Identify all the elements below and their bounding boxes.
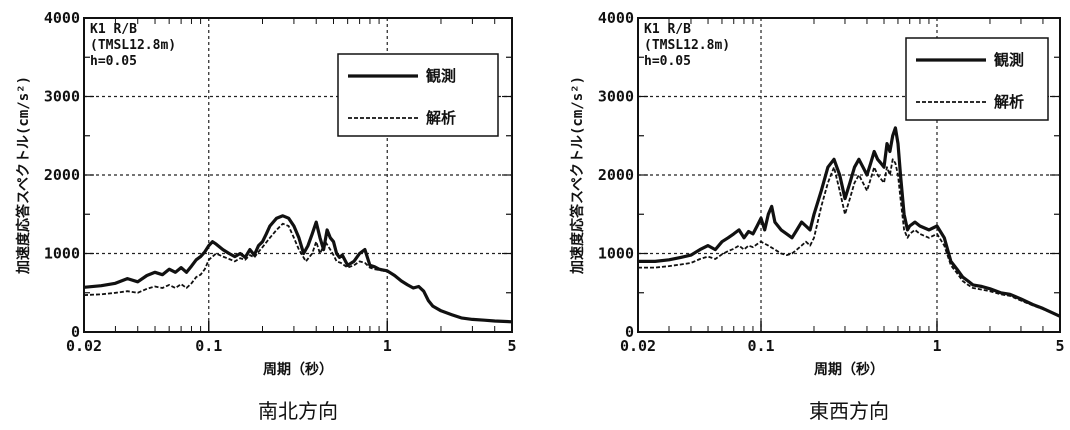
series-line-analysis bbox=[83, 222, 513, 323]
annotation-line: h=0.05 bbox=[90, 54, 137, 69]
x-tick-label: 1 bbox=[383, 337, 392, 355]
x-tick-label: 0.1 bbox=[195, 337, 222, 355]
y-tick-label: 0 bbox=[625, 323, 634, 341]
plot-frame bbox=[83, 17, 513, 333]
y-tick-label: 0 bbox=[71, 323, 80, 341]
legend-label: 観測 bbox=[994, 51, 1024, 69]
x-axis-label: 周期（秒） bbox=[814, 361, 884, 378]
x-tick-label: 5 bbox=[1055, 337, 1064, 355]
legend-label: 解析 bbox=[426, 109, 456, 127]
chart-caption: 東西方向 bbox=[809, 399, 889, 423]
legend-box bbox=[337, 53, 499, 137]
series-line-observed bbox=[83, 214, 513, 324]
x-axis-label: 周期（秒） bbox=[263, 361, 333, 378]
x-tick-label: 0.02 bbox=[620, 337, 656, 355]
legend-box bbox=[905, 37, 1049, 121]
legend-label: 観測 bbox=[426, 67, 456, 85]
annotation-line: (TMSL12.8m) bbox=[644, 38, 730, 53]
annotation-line: (TMSL12.8m) bbox=[90, 38, 176, 53]
y-tick-label: 1000 bbox=[598, 245, 634, 263]
plot-frame bbox=[637, 17, 1061, 333]
x-tick-label: 1 bbox=[932, 337, 941, 355]
y-tick-label: 2000 bbox=[44, 166, 80, 184]
x-tick-label: 0.02 bbox=[66, 337, 102, 355]
y-tick-label: 4000 bbox=[598, 9, 634, 27]
y-tick-label: 3000 bbox=[598, 88, 634, 106]
y-tick-label: 1000 bbox=[44, 245, 80, 263]
y-tick-label: 4000 bbox=[44, 9, 80, 27]
annotation-line: K1 R/B bbox=[90, 22, 137, 37]
chart-north-south: 0 1000 2000 3000 4000 0.02 0.1 1 5 周期（秒） 加速度応答スペクト… bbox=[15, 9, 517, 423]
y-axis-label: 加速度応答スペクトル(cm/s²) bbox=[569, 76, 586, 275]
y-tick-label: 2000 bbox=[598, 166, 634, 184]
chart-caption: 南北方向 bbox=[258, 399, 338, 423]
series-line-analysis bbox=[638, 158, 1061, 318]
annotation-line: K1 R/B bbox=[644, 22, 691, 37]
legend-label: 解析 bbox=[994, 93, 1024, 111]
x-tick-label: 5 bbox=[507, 337, 516, 355]
series-line-observed bbox=[638, 126, 1061, 318]
annotation-line: h=0.05 bbox=[644, 54, 691, 69]
y-tick-label: 3000 bbox=[44, 88, 80, 106]
chart-east-west: 0 1000 2000 3000 4000 0.02 0.1 1 5 周期（秒） 加速度応答スペクト… bbox=[569, 9, 1065, 423]
y-axis-label: 加速度応答スペクトル(cm/s²) bbox=[15, 76, 32, 275]
x-tick-label: 0.1 bbox=[747, 337, 774, 355]
